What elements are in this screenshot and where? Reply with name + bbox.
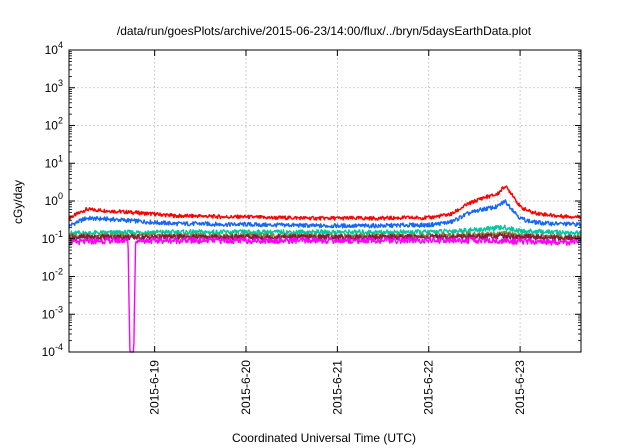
y-tick-label: 10-4 [42, 342, 63, 359]
y-tick-label: 103 [45, 78, 63, 95]
y-tick-label: 100 [45, 191, 63, 208]
y-axis-label: cGy/day [11, 180, 25, 224]
series-line-3 [68, 224, 582, 237]
y-tick-label: 10-2 [42, 267, 63, 284]
y-tick-label: 101 [45, 153, 63, 170]
series-line-2 [68, 199, 582, 229]
x-tick-label: 2015-6-22 [422, 360, 436, 415]
y-tick-label: 104 [45, 40, 63, 57]
y-tick-label: 10-1 [42, 229, 63, 246]
x-axis-label: Coordinated Universal Time (UTC) [232, 431, 416, 445]
ticks [69, 49, 581, 353]
x-tick-label: 2015-6-23 [513, 360, 527, 415]
series-line-6 [68, 236, 582, 353]
x-tick-label: 2015-6-20 [239, 360, 253, 415]
y-tick-label: 102 [45, 116, 63, 133]
y-tick-labels: 10-4 10-3 10-2 10-1 100 101 102 103 104 [42, 40, 63, 359]
series-line-1 [68, 185, 582, 221]
x-tick-label: 2015-6-19 [148, 360, 162, 415]
x-tick-labels: 2015-6-19 2015-6-20 2015-6-21 2015-6-22 2015… [148, 360, 527, 415]
series-layer [68, 185, 582, 353]
y-tick-label: 10-3 [42, 304, 63, 321]
x-tick-label: 2015-6-21 [330, 360, 344, 415]
chart-title: /data/run/goesPlots/archive/2015-06-23/1… [117, 24, 532, 38]
